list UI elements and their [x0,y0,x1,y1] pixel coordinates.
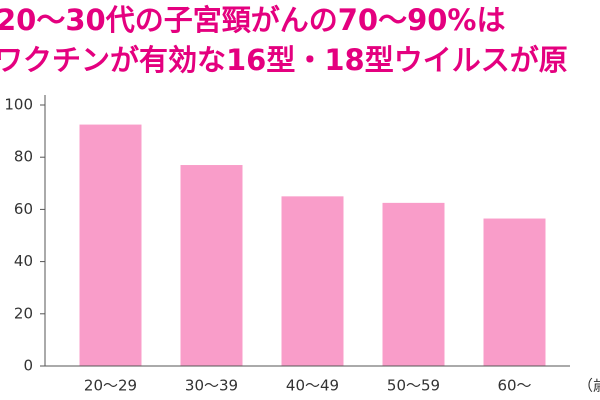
bar [483,218,546,366]
bar [382,202,445,366]
x-tick-label: 60～ [497,377,531,395]
x-tick-label: 40～49 [286,377,339,395]
y-tick-label: 80 [14,148,33,166]
chart-title: ワクチンが有効な16型・18型ウイルスが原 [0,43,568,77]
x-tick-label: 30～39 [185,377,238,395]
x-axis-label: （歳 [578,377,600,395]
bar [79,124,142,366]
chart-title: 20～30代の子宮頸がんの70～90%は [0,3,505,37]
y-tick-label: 60 [14,200,33,218]
x-tick-label: 20～29 [84,377,137,395]
bar [180,165,243,366]
x-tick-label: 50～59 [387,377,440,395]
y-tick-label: 20 [14,304,33,322]
y-tick-label: 40 [14,252,33,270]
y-tick-label: 100 [4,96,33,114]
y-tick-label: 0 [23,357,33,375]
bar [281,196,344,366]
